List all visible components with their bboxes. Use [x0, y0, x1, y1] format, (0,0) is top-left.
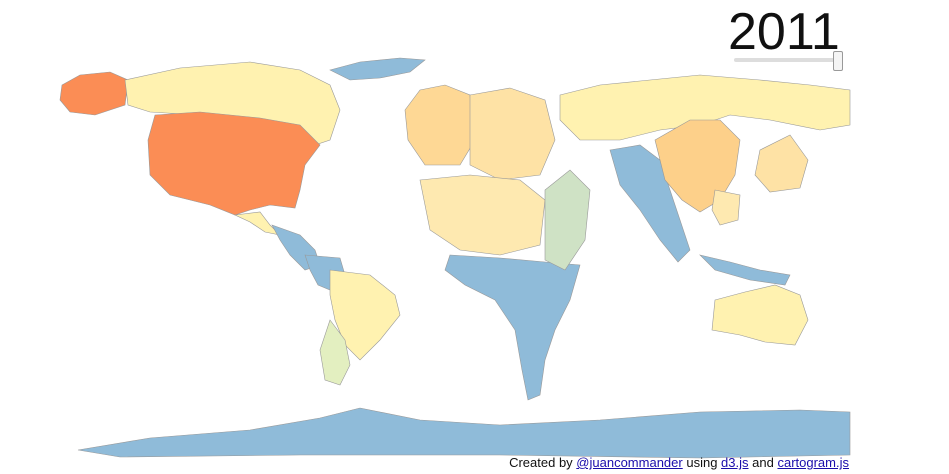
d3-link[interactable]: d3.js — [721, 455, 749, 470]
europe-west — [404, 84, 476, 166]
china — [654, 119, 741, 213]
usa — [147, 111, 321, 216]
mexico — [233, 211, 281, 236]
australia — [711, 284, 809, 346]
credits: Created by @juancommander using d3.js an… — [509, 455, 849, 470]
year-slider[interactable] — [734, 58, 838, 62]
credits-using: using — [686, 455, 718, 470]
africa — [444, 254, 581, 401]
credits-and: and — [752, 455, 774, 470]
europe-central — [469, 87, 556, 181]
japan — [754, 134, 809, 193]
middle-east — [544, 169, 591, 271]
southeast-asia — [711, 189, 741, 226]
cartogram-link[interactable]: cartogram.js — [777, 455, 849, 470]
slider-handle[interactable] — [833, 51, 843, 71]
indonesia — [699, 254, 791, 286]
year-label: 2011 — [728, 3, 840, 61]
alaska — [59, 71, 129, 116]
brazil — [329, 269, 401, 361]
russia — [559, 74, 851, 141]
greenland — [329, 57, 426, 81]
argentina — [319, 319, 351, 386]
india — [609, 144, 691, 263]
north-africa — [419, 174, 546, 256]
antarctica — [77, 407, 851, 459]
author-link[interactable]: @juancommander — [576, 455, 683, 470]
credits-prefix: Created by — [509, 455, 573, 470]
